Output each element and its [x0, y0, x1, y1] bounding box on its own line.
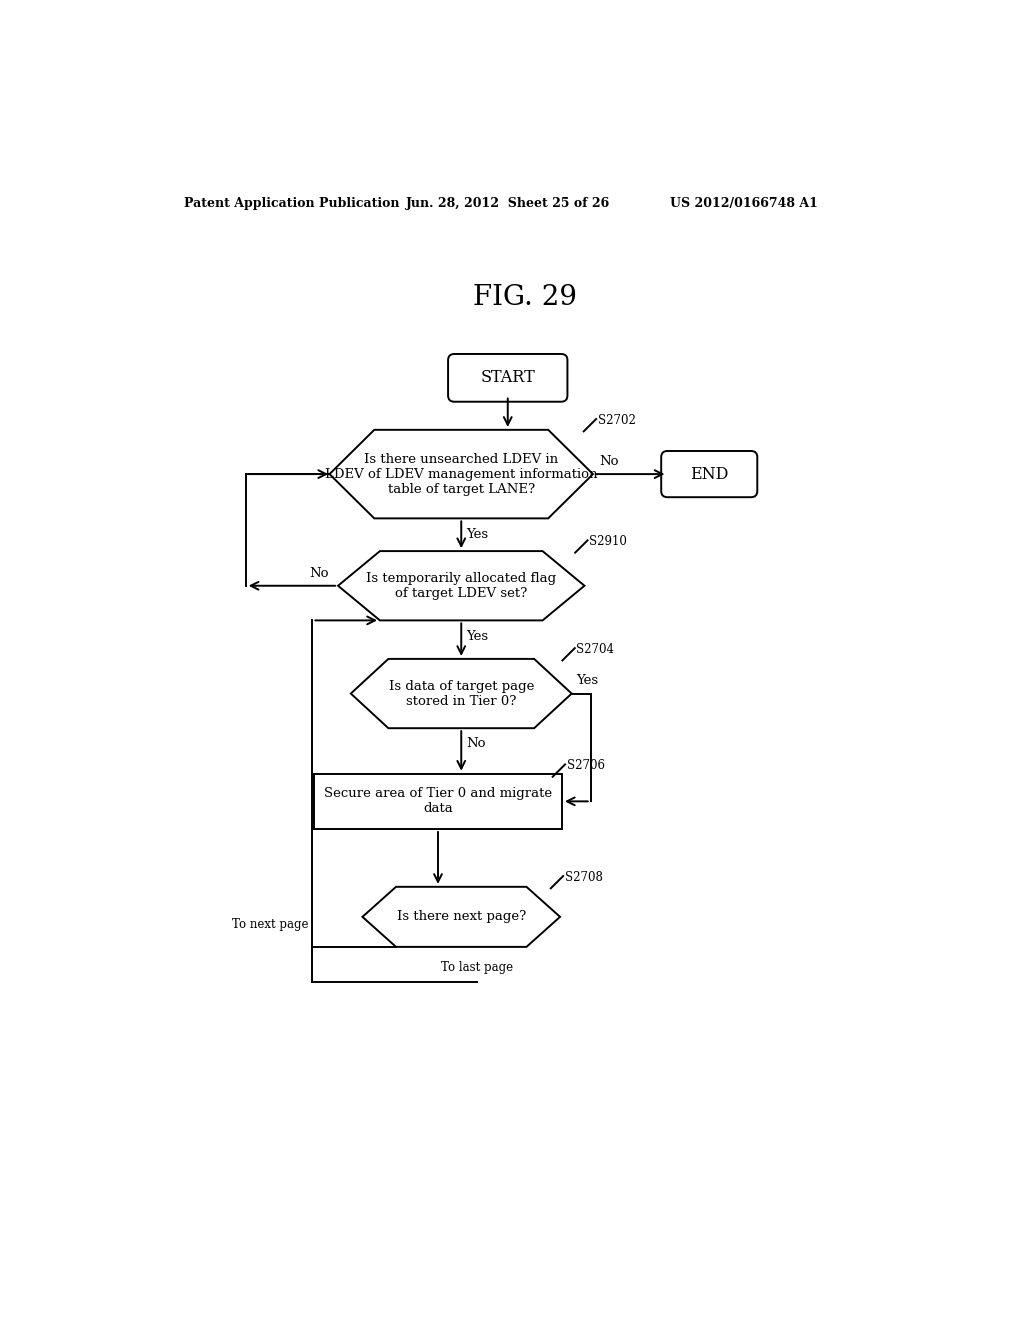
- Text: Is temporarily allocated flag
of target LDEV set?: Is temporarily allocated flag of target …: [367, 572, 556, 599]
- Text: To next page: To next page: [232, 917, 308, 931]
- Polygon shape: [338, 552, 585, 620]
- Polygon shape: [330, 430, 593, 519]
- Text: S2702: S2702: [598, 414, 636, 428]
- Bar: [314, 774, 562, 829]
- Text: END: END: [690, 466, 728, 483]
- Text: Patent Application Publication: Patent Application Publication: [183, 197, 399, 210]
- FancyBboxPatch shape: [449, 354, 567, 401]
- Text: Is there next page?: Is there next page?: [396, 911, 526, 924]
- Text: No: No: [599, 455, 618, 469]
- Text: Secure area of Tier 0 and migrate
data: Secure area of Tier 0 and migrate data: [324, 787, 552, 816]
- Text: Is data of target page
stored in Tier 0?: Is data of target page stored in Tier 0?: [388, 680, 534, 708]
- Polygon shape: [351, 659, 571, 729]
- Text: No: No: [309, 566, 329, 579]
- Text: US 2012/0166748 A1: US 2012/0166748 A1: [671, 197, 818, 210]
- Text: Yes: Yes: [466, 528, 488, 541]
- FancyBboxPatch shape: [662, 451, 758, 498]
- Text: FIG. 29: FIG. 29: [473, 284, 577, 310]
- Text: No: No: [466, 738, 485, 751]
- Text: S2706: S2706: [566, 759, 604, 772]
- Text: Yes: Yes: [466, 630, 488, 643]
- Text: Jun. 28, 2012  Sheet 25 of 26: Jun. 28, 2012 Sheet 25 of 26: [406, 197, 609, 210]
- Text: START: START: [480, 370, 536, 387]
- Polygon shape: [362, 887, 560, 946]
- Text: Yes: Yes: [577, 675, 598, 688]
- Text: To last page: To last page: [440, 961, 513, 974]
- Text: Is there unsearched LDEV in
LDEV of LDEV management information
table of target : Is there unsearched LDEV in LDEV of LDEV…: [325, 453, 597, 495]
- Text: S2708: S2708: [564, 871, 602, 884]
- Text: S2704: S2704: [577, 643, 614, 656]
- Text: S2910: S2910: [589, 536, 627, 548]
